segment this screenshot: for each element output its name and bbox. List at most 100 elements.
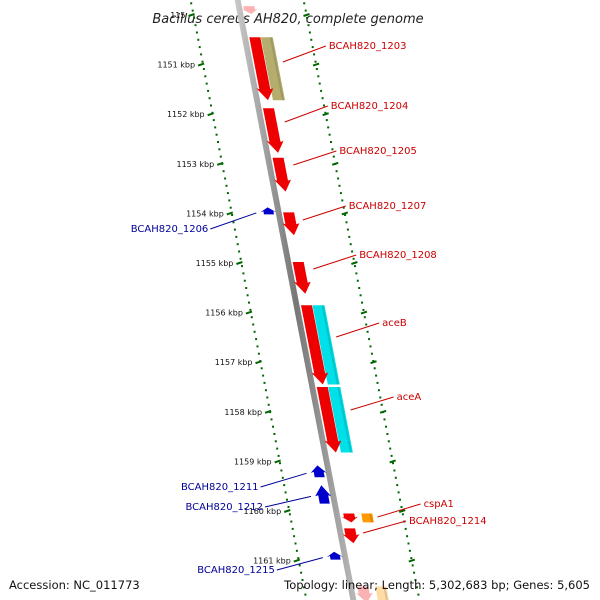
scale-dot bbox=[283, 484, 286, 487]
scale-dot bbox=[342, 206, 345, 209]
scale-dot bbox=[232, 221, 235, 224]
scale-dot bbox=[266, 396, 269, 399]
aceb-cds bbox=[312, 305, 340, 385]
gene-labels: BCAH820_1203 BCAH820_1204 BCAH820_1205 BCAH… bbox=[131, 41, 487, 576]
scale-dot bbox=[416, 586, 418, 589]
acea-gene-arrow bbox=[316, 387, 342, 453]
scale-dot bbox=[194, 24, 197, 27]
scale-dot bbox=[197, 38, 200, 41]
scale-dot bbox=[372, 360, 375, 362]
bcah820-1208-leader bbox=[313, 254, 357, 270]
bcah820-1214-gene-arrow bbox=[342, 528, 360, 544]
gene-0-gene-arrow bbox=[241, 6, 258, 14]
scale-dot bbox=[344, 214, 347, 216]
scale-dot bbox=[208, 97, 211, 100]
tick-right bbox=[408, 558, 416, 563]
tick-left bbox=[245, 310, 253, 315]
scale-dot bbox=[306, 16, 309, 19]
bcah820-1205-label: BCAH820_1205 bbox=[339, 146, 417, 157]
scale-dot bbox=[235, 235, 238, 238]
scale-dot bbox=[385, 425, 387, 428]
scale-dot bbox=[248, 301, 250, 304]
scale-dot bbox=[297, 557, 300, 560]
scale-dot bbox=[331, 148, 334, 151]
scale-dot bbox=[368, 338, 371, 341]
bcah820-1206-gene-arrow bbox=[260, 207, 277, 215]
scale-dot bbox=[270, 418, 273, 421]
bcah820-1211-leader bbox=[260, 472, 307, 488]
scale-dot bbox=[376, 381, 379, 384]
scale-dot bbox=[287, 506, 290, 508]
scale-dot bbox=[308, 31, 311, 34]
bcah820-1206-leader bbox=[210, 212, 257, 230]
scale-dot bbox=[332, 155, 335, 158]
scale-dot bbox=[325, 119, 328, 122]
bcah820-1204-gene-arrow bbox=[263, 108, 284, 153]
tick-label: 1155 kbp bbox=[196, 259, 234, 268]
backbone bbox=[234, 0, 357, 600]
cspa1-cds bbox=[361, 513, 374, 523]
scale-dot bbox=[249, 308, 252, 311]
scale-dot bbox=[263, 381, 266, 384]
scale-dot bbox=[293, 535, 296, 538]
tick-left bbox=[216, 161, 224, 166]
tick-label: 1154 kbp bbox=[186, 209, 224, 218]
map-title: Bacillus cereus AH820, complete genome bbox=[152, 12, 423, 27]
tick-right bbox=[303, 13, 310, 17]
scale-dot bbox=[224, 177, 227, 180]
scale-dot bbox=[363, 316, 366, 319]
scale-dot bbox=[214, 126, 217, 129]
scale-dot bbox=[337, 177, 340, 180]
scale-dot bbox=[301, 579, 304, 581]
scale-dot bbox=[238, 250, 241, 253]
scale-dot bbox=[274, 440, 277, 443]
scale-dot bbox=[321, 97, 324, 100]
scale-dot bbox=[310, 38, 313, 41]
scale-dot bbox=[231, 214, 234, 216]
scale-dot bbox=[264, 389, 267, 392]
tick-left bbox=[207, 112, 214, 117]
bcah820-1205-gene-arrow bbox=[272, 157, 291, 192]
tick-right bbox=[360, 310, 368, 315]
bcah820-1214-leader bbox=[362, 520, 407, 534]
acea-leader bbox=[350, 396, 394, 411]
scale-dot bbox=[222, 170, 225, 173]
scale-dot bbox=[317, 75, 320, 78]
scale-dot bbox=[345, 221, 348, 224]
tick-label: 115 bbox=[170, 11, 185, 20]
gene-10-cds bbox=[375, 586, 389, 600]
scale-dot bbox=[239, 257, 242, 260]
scale-dot bbox=[233, 228, 236, 231]
bcah820-1207-leader bbox=[302, 205, 346, 221]
scale-dot bbox=[400, 506, 403, 508]
tick-label: 1161 kbp bbox=[253, 557, 291, 566]
scale-dot bbox=[373, 367, 376, 370]
aceb-label: aceB bbox=[382, 318, 407, 329]
acea-label: aceA bbox=[397, 392, 422, 403]
tick-left bbox=[226, 211, 234, 216]
scale-dot bbox=[387, 440, 390, 443]
scale-dot bbox=[260, 367, 263, 370]
bcah820-1203-label: BCAH820_1203 bbox=[329, 41, 407, 52]
scale-dot bbox=[277, 454, 280, 457]
scale-dot bbox=[195, 31, 198, 34]
scale-dot bbox=[212, 119, 215, 122]
scale-dot bbox=[225, 184, 228, 187]
tick-label: 1156 kbp bbox=[205, 309, 243, 318]
scale-dot bbox=[386, 433, 389, 435]
bcah820-1203-leader bbox=[282, 45, 327, 63]
scale-dot bbox=[356, 279, 359, 282]
bcah820-1208-gene-arrow bbox=[292, 262, 311, 294]
bcah820-1208-label: BCAH820_1208 bbox=[359, 250, 437, 261]
tick-label: 1152 kbp bbox=[167, 110, 205, 119]
scale-dot bbox=[393, 469, 396, 472]
aceb-gene-arrow bbox=[301, 305, 329, 385]
scale-dot bbox=[370, 352, 373, 355]
scale-dot bbox=[284, 491, 287, 494]
tick-label: 1158 kbp bbox=[224, 408, 262, 417]
scale-dot bbox=[303, 2, 306, 5]
scale-dot bbox=[304, 593, 307, 596]
scale-dot bbox=[338, 184, 341, 187]
scale-dot bbox=[226, 192, 229, 195]
scale-dot bbox=[411, 564, 414, 567]
